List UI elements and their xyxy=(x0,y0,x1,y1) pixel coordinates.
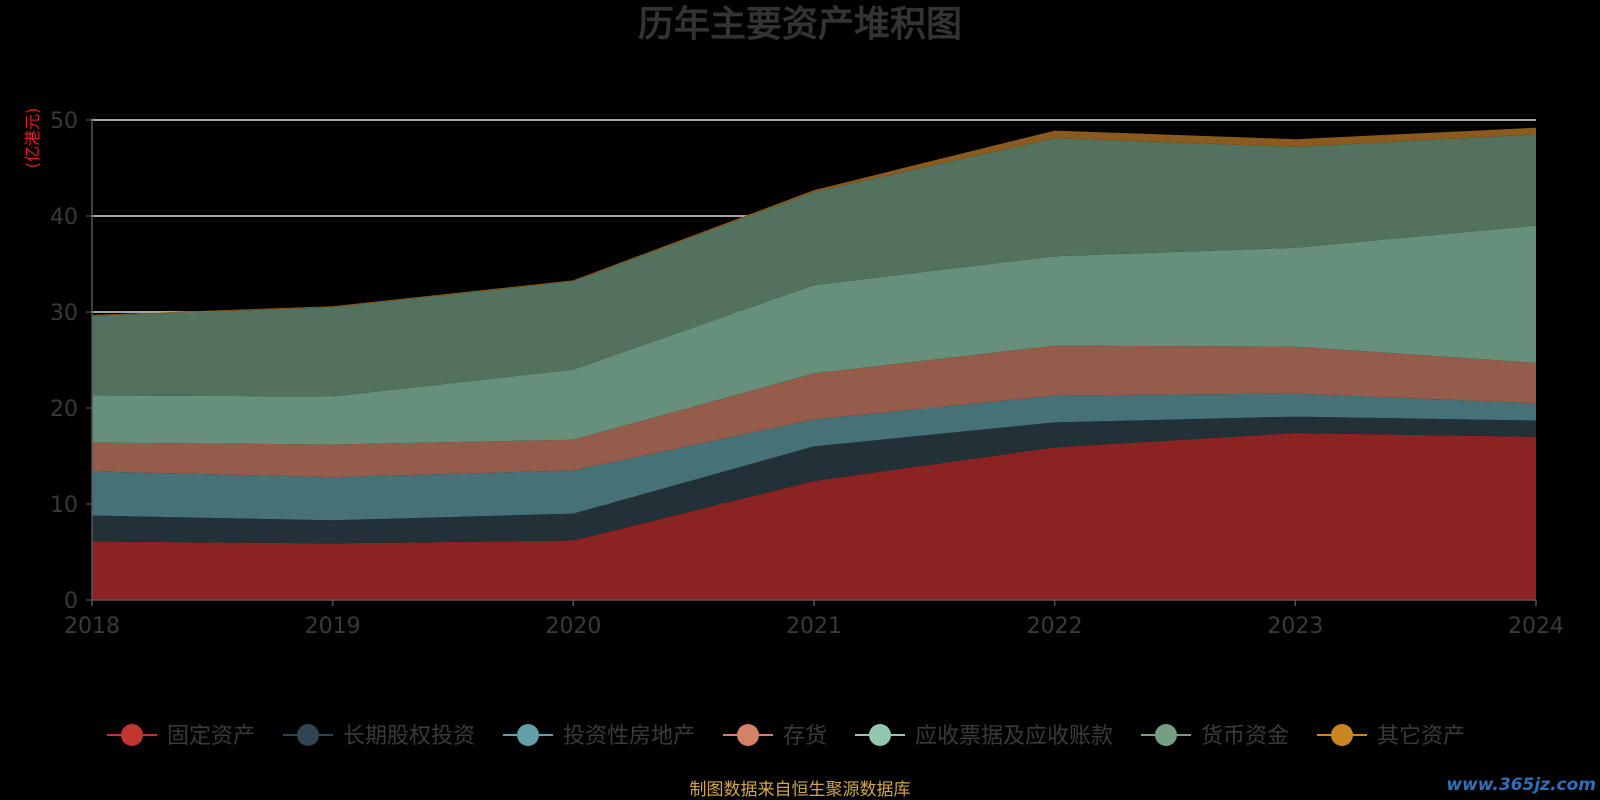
legend-label: 其它资产 xyxy=(1377,724,1465,749)
y-tick-label: 0 xyxy=(64,589,78,614)
legend-marker xyxy=(737,724,759,746)
axes: 0 10 20 30 40 50 2018 2019 2020 2021 2022 2023 2024 xyxy=(50,109,1564,639)
watermark: www.365jz.com xyxy=(1446,775,1596,795)
legend-label: 货币资金 xyxy=(1201,724,1289,749)
legend-item[interactable]: 长期股权投资 xyxy=(283,724,475,749)
area-5 xyxy=(92,225,1536,445)
legend[interactable]: 固定资产 长期股权投资 投资性房地产 存货 应收票据及应收账款 货币资金 其它资产 xyxy=(107,724,1465,749)
legend-item[interactable]: 其它资产 xyxy=(1317,724,1465,749)
x-tick-label: 2022 xyxy=(1027,614,1083,639)
legend-marker xyxy=(121,724,143,746)
area-1 xyxy=(92,433,1536,600)
area-series xyxy=(92,127,1536,600)
x-tick-label: 2019 xyxy=(305,614,361,639)
y-tick-label: 50 xyxy=(50,109,78,134)
y-tick-label: 10 xyxy=(50,493,78,518)
legend-label: 存货 xyxy=(783,724,827,749)
y-tick-label: 30 xyxy=(50,301,78,326)
area-4 xyxy=(92,345,1536,478)
legend-marker xyxy=(869,724,891,746)
area-6 xyxy=(92,134,1536,397)
y-axis-unit-label: (亿港元) xyxy=(23,108,42,169)
legend-label: 投资性房地产 xyxy=(563,724,695,749)
y-tick-label: 40 xyxy=(50,205,78,230)
x-tick-label: 2018 xyxy=(64,614,120,639)
x-tick-label: 2021 xyxy=(786,614,842,639)
x-tick-label: 2023 xyxy=(1267,614,1323,639)
legend-item[interactable]: 存货 xyxy=(723,724,827,749)
area-3 xyxy=(92,393,1536,521)
legend-label: 长期股权投资 xyxy=(343,724,475,749)
area-2 xyxy=(92,416,1536,544)
chart-title: 历年主要资产堆积图 xyxy=(638,4,962,45)
legend-item[interactable]: 固定资产 xyxy=(107,724,255,749)
legend-label: 固定资产 xyxy=(167,724,255,749)
x-tick-label: 2020 xyxy=(545,614,601,639)
source-note: 制图数据来自恒生聚源数据库 xyxy=(690,780,911,800)
legend-item[interactable]: 货币资金 xyxy=(1141,724,1289,749)
legend-marker xyxy=(1331,724,1353,746)
legend-item[interactable]: 应收票据及应收账款 xyxy=(855,724,1113,749)
legend-marker xyxy=(297,724,319,746)
x-tick-label: 2024 xyxy=(1508,614,1564,639)
legend-marker xyxy=(517,724,539,746)
legend-label: 应收票据及应收账款 xyxy=(915,724,1113,749)
legend-marker xyxy=(1155,724,1177,746)
legend-item[interactable]: 投资性房地产 xyxy=(503,724,695,749)
y-tick-label: 20 xyxy=(50,397,78,422)
